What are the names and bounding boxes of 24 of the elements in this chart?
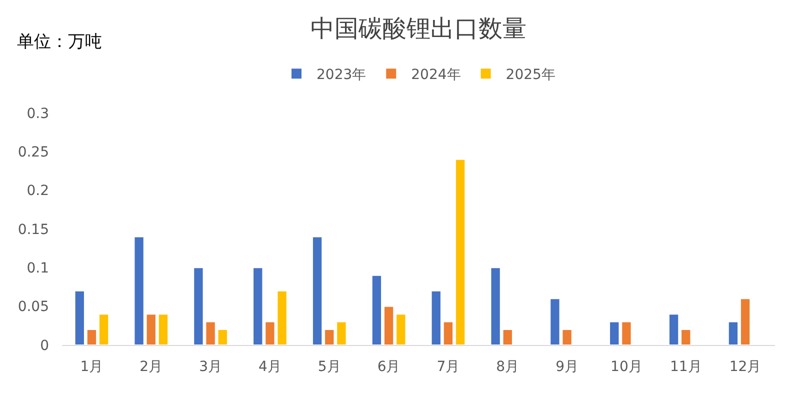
x-tick-label: 12月 bbox=[729, 358, 762, 375]
legend-label: 2024年 bbox=[411, 67, 461, 84]
legend-label: 2025年 bbox=[506, 67, 556, 84]
text: 单位：万吨 bbox=[17, 32, 102, 52]
legend-label: 2023年 bbox=[316, 67, 366, 84]
y-tick-label: 0.2 bbox=[26, 183, 49, 200]
y-tick-label: 0.15 bbox=[18, 222, 49, 238]
x-tick-label: 5月 bbox=[318, 358, 341, 375]
chart-title: 中国碳酸锂出口数量 bbox=[310, 14, 526, 42]
x-tick-label: 3月 bbox=[199, 358, 222, 375]
y-tick-label: 0.3 bbox=[26, 106, 49, 122]
x-tick-label: 11月 bbox=[670, 358, 702, 375]
x-tick-label: 4月 bbox=[258, 358, 282, 375]
y-tick-label: 0.1 bbox=[26, 260, 49, 277]
x-tick-label: 2月 bbox=[140, 358, 163, 375]
x-tick-label: 8月 bbox=[496, 358, 520, 375]
y-tick-label: 0 bbox=[40, 338, 49, 354]
y-tick-label: 0.05 bbox=[18, 299, 49, 316]
x-tick-label: 1月 bbox=[80, 358, 104, 375]
x-tick-label: 10月 bbox=[610, 358, 642, 375]
x-tick-label: 9月 bbox=[556, 358, 578, 375]
x-tick-label: 6月 bbox=[377, 358, 400, 375]
x-tick-label: 7月 bbox=[436, 358, 460, 375]
y-tick-label: 0.25 bbox=[18, 144, 49, 161]
